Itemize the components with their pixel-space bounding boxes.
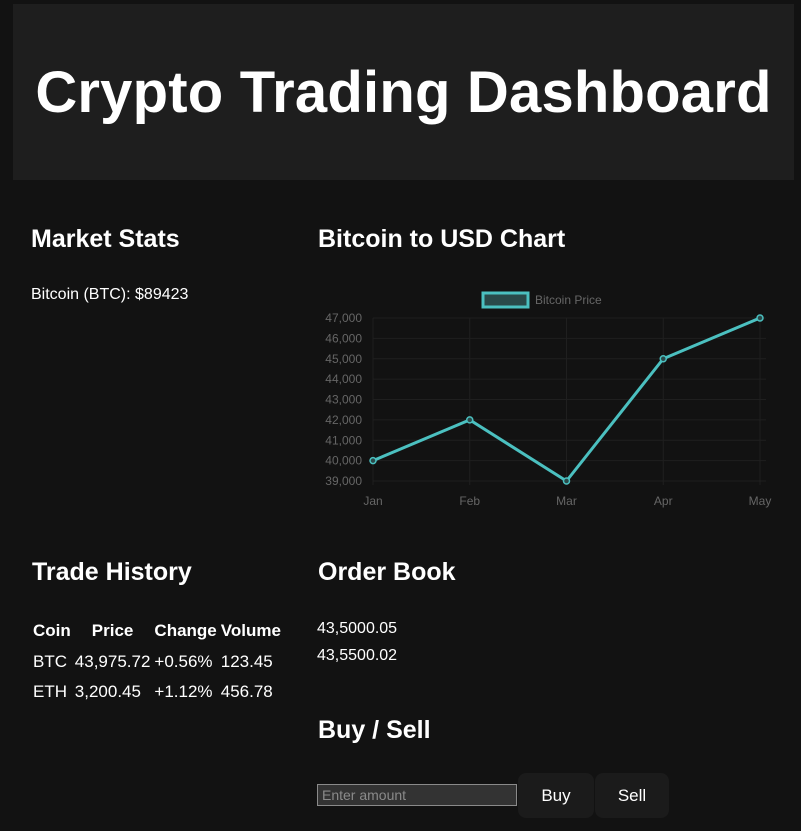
x-tick-label: May [749,494,772,508]
cell-volume: 456.78 [220,682,273,701]
btc-usd-chart: 39,000 40,000 41,000 42,000 43,000 44,000 45,0… [312,284,801,514]
page-title: Crypto Trading Dashboard [35,59,772,125]
order-book-entry: 43,5000.05 [317,620,398,637]
data-point[interactable] [466,416,474,424]
table-row: BTC 43,975.72 +0.56% 123.45 [31,647,283,677]
column-header-coin: Coin [33,621,71,640]
chart-title: Bitcoin to USD Chart [318,225,566,253]
cell-coin: ETH [33,682,67,701]
y-tick-label: 44,000 [325,372,362,386]
table-row: ETH 3,200.45 +1.12% 456.78 [31,677,283,707]
cell-price: 3,200.45 [74,682,141,701]
legend-swatch[interactable] [481,291,530,309]
data-point[interactable] [369,456,377,465]
x-tick-label: Feb [459,494,480,508]
sell-button[interactable]: Sell [595,773,669,818]
legend-label[interactable]: Bitcoin Price [535,293,602,307]
y-tick-label: 42,000 [325,413,362,427]
y-tick-label: 43,000 [325,393,362,407]
table-header-row: Coin Price Change Volume [31,617,283,647]
dashboard-header: Crypto Trading Dashboard [13,4,794,180]
column-header-change: Change [154,621,217,640]
cell-change: +1.12% [154,682,213,701]
order-book-entry: 43,5500.02 [317,647,398,664]
cell-price: 43,975.72 [74,652,151,671]
trade-history-table: Coin Price Change Volume BTC 43,975.72 +… [31,617,283,707]
y-tick-label: 47,000 [325,311,362,325]
column-header-volume: Volume [220,621,281,640]
market-stats-title: Market Stats [31,225,180,253]
buy-sell-title: Buy / Sell [318,716,431,744]
btc-price-stat: Bitcoin (BTC): $89423 [31,286,189,303]
order-book-title: Order Book [318,558,456,586]
y-tick-label: 46,000 [325,331,362,345]
y-tick-label: 40,000 [325,454,362,468]
y-tick-label: 39,000 [325,474,362,488]
buy-button[interactable]: Buy [518,773,594,818]
x-tick-label: Jan [363,494,382,508]
column-header-price: Price [91,621,134,640]
data-point[interactable] [659,355,667,363]
chart-svg: 39,000 40,000 41,000 42,000 43,000 44,000 45,0… [325,291,772,508]
y-tick-label: 45,000 [325,352,362,366]
cell-change: +0.56% [154,652,213,671]
data-point[interactable] [756,314,764,322]
x-tick-label: Apr [654,494,673,508]
x-tick-label: Mar [556,494,577,508]
data-point[interactable] [562,477,571,485]
cell-volume: 123.45 [220,652,273,671]
amount-input[interactable] [317,784,517,806]
cell-coin: BTC [33,652,67,671]
y-tick-label: 41,000 [325,433,362,447]
trade-history-title: Trade History [32,558,192,586]
